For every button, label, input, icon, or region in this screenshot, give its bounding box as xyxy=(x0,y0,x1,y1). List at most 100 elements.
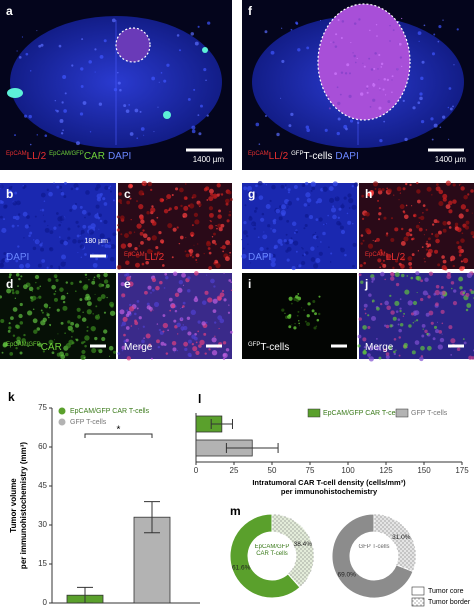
texture xyxy=(276,132,280,137)
texture xyxy=(259,246,264,252)
texture xyxy=(365,227,371,233)
texture xyxy=(213,232,216,236)
texture xyxy=(110,244,116,250)
texture xyxy=(452,199,457,204)
texture xyxy=(145,260,149,265)
texture xyxy=(2,341,8,347)
texture xyxy=(42,317,47,322)
texture xyxy=(293,326,297,330)
texture xyxy=(465,292,470,298)
texture xyxy=(49,247,52,250)
texture xyxy=(103,202,108,206)
texture xyxy=(395,310,399,313)
texture xyxy=(399,309,402,313)
texture xyxy=(185,237,187,239)
texture xyxy=(352,264,355,268)
texture xyxy=(147,285,152,290)
cyan-spot xyxy=(7,88,23,98)
texture xyxy=(453,64,455,66)
texture xyxy=(310,181,316,187)
texture xyxy=(175,187,179,191)
texture xyxy=(82,311,84,313)
texture xyxy=(403,236,409,242)
texture xyxy=(74,202,77,206)
texture xyxy=(440,309,445,314)
texture xyxy=(83,340,86,344)
texture xyxy=(460,260,463,263)
texture xyxy=(228,243,231,246)
texture xyxy=(156,216,159,219)
texture xyxy=(208,248,210,250)
texture xyxy=(244,204,247,207)
texture xyxy=(316,318,320,322)
texture xyxy=(189,354,192,358)
texture xyxy=(211,236,214,238)
texture xyxy=(206,199,209,201)
texture xyxy=(205,186,210,191)
texture xyxy=(305,251,309,255)
texture xyxy=(180,317,183,320)
texture xyxy=(348,198,354,204)
texture xyxy=(371,277,376,281)
texture xyxy=(368,345,374,351)
texture xyxy=(94,293,96,295)
texture xyxy=(91,347,97,354)
texture xyxy=(34,215,37,218)
texture xyxy=(363,261,367,265)
texture xyxy=(337,101,341,106)
texture xyxy=(136,300,140,303)
texture xyxy=(178,49,182,52)
texture xyxy=(46,313,50,317)
texture xyxy=(410,312,414,316)
texture xyxy=(159,280,163,285)
texture xyxy=(357,121,360,125)
texture xyxy=(168,209,170,212)
texture xyxy=(390,276,395,281)
texture xyxy=(295,230,299,234)
texture xyxy=(303,309,305,311)
texture xyxy=(55,109,57,112)
texture xyxy=(426,293,429,295)
texture xyxy=(348,207,351,209)
texture xyxy=(373,67,376,70)
texture xyxy=(347,220,352,225)
texture xyxy=(305,125,310,129)
texture xyxy=(8,326,12,330)
texture xyxy=(359,264,363,268)
texture xyxy=(300,260,306,266)
texture xyxy=(330,252,333,255)
texture xyxy=(380,62,384,66)
texture xyxy=(141,339,145,344)
texture xyxy=(341,20,345,23)
texture xyxy=(468,355,473,360)
texture xyxy=(55,278,59,282)
texture xyxy=(53,339,55,341)
texture xyxy=(54,99,57,102)
texture xyxy=(391,91,393,94)
texture xyxy=(66,292,69,295)
texture xyxy=(297,48,301,52)
texture xyxy=(360,280,364,284)
texture xyxy=(98,283,103,288)
texture xyxy=(180,204,183,208)
texture xyxy=(339,93,342,96)
texture xyxy=(169,309,172,312)
texture xyxy=(318,295,321,298)
caption-part: GFP xyxy=(291,151,303,157)
texture xyxy=(386,305,391,311)
texture xyxy=(141,262,145,266)
texture xyxy=(59,236,61,238)
caption-part: DAPI xyxy=(6,252,29,263)
texture xyxy=(211,350,218,356)
texture xyxy=(362,337,367,342)
texture xyxy=(411,253,415,257)
texture xyxy=(77,314,81,319)
texture xyxy=(62,300,66,304)
texture xyxy=(325,223,327,225)
texture xyxy=(467,193,470,196)
texture xyxy=(34,274,40,280)
texture xyxy=(25,52,29,56)
texture xyxy=(362,239,365,242)
texture xyxy=(458,253,462,257)
y-tick-label: 75 xyxy=(38,403,47,412)
